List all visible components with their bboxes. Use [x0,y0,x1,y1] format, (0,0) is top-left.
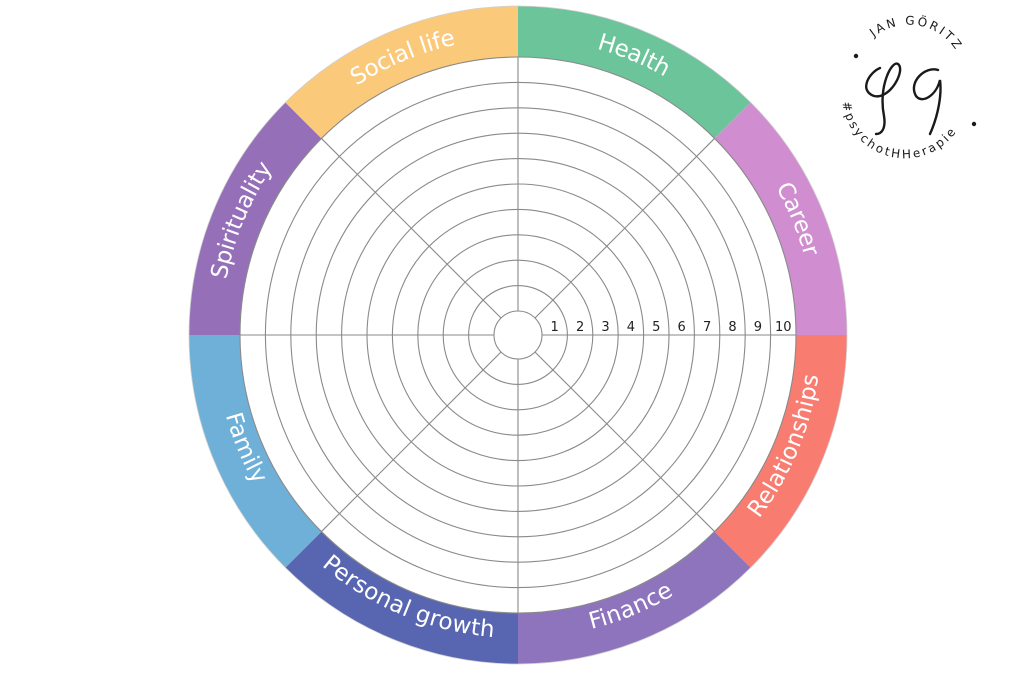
scale-number-9: 9 [754,320,762,335]
segment-social-life [285,6,518,139]
segment-career [714,102,847,335]
scale-number-1: 1 [551,320,559,335]
spoke-6 [321,351,502,532]
segment-finance [518,531,751,664]
segment-spirituality [189,102,322,335]
logo-name: JAN GÖRITZ [866,12,966,53]
logo-dot-left [853,53,859,59]
scale-number-4: 4 [627,320,635,335]
segment-relationships [714,335,847,568]
wheel-segments [189,6,847,664]
spokes [240,57,796,613]
scale-number-10: 10 [775,320,792,335]
spoke-2 [534,138,715,319]
scale-number-7: 7 [703,320,711,335]
score-scale: 1 2 3 4 5 6 7 8 9 10 [551,320,792,335]
logo-tagline: #psychotHHerapie [839,100,960,161]
scale-number-8: 8 [728,320,736,335]
logo-monogram-j [865,62,902,136]
logo-dot-right [971,121,977,127]
outer-outline [188,5,848,665]
scale-number-3: 3 [601,320,609,335]
segment-personal-growth [285,531,518,664]
jan-goritz-logo: JAN GÖRITZ #psychotHHerapie [839,12,977,161]
logo-monogram-g [912,68,942,136]
spoke-4 [534,351,715,532]
spoke-8 [321,138,502,319]
segment-family [189,335,322,568]
scale-number-2: 2 [576,320,584,335]
segment-health [518,6,751,139]
scale-number-5: 5 [652,320,660,335]
scale-number-6: 6 [678,320,686,335]
